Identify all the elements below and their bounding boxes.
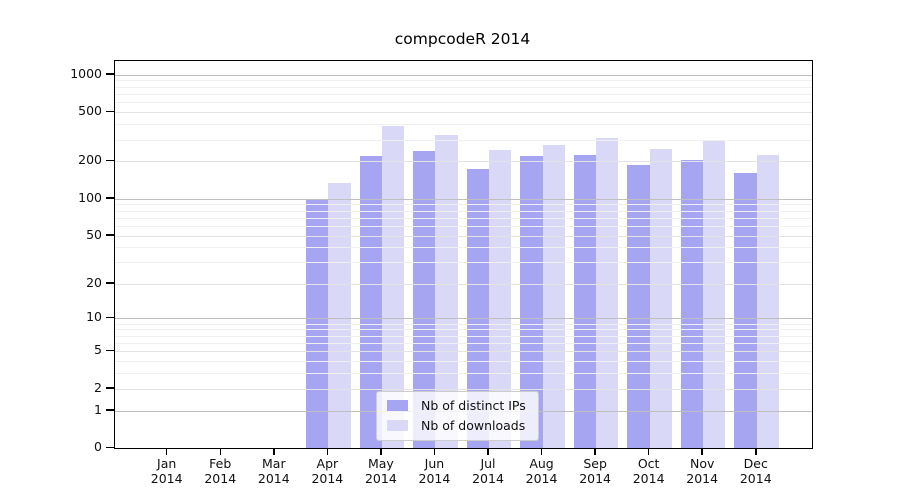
bar-may-distinct-ips [359, 156, 382, 448]
bar-sep-distinct-ips [573, 155, 597, 448]
legend-swatch-downloads [387, 420, 408, 431]
y-tick-0 [106, 446, 114, 448]
bar-dec-downloads [756, 155, 780, 448]
bar-may-downloads [381, 125, 405, 448]
x-tick-jul [487, 448, 489, 455]
gridline-300 [115, 139, 812, 141]
bar-sep-downloads [596, 137, 619, 448]
y-tick-2 [106, 387, 114, 389]
legend-item-distinct-ips: Nb of distinct IPs [387, 398, 526, 413]
x-tick-label-nov: Nov 2014 [686, 456, 719, 486]
y-tick-label-5: 5 [94, 342, 102, 358]
y-tick-200 [106, 159, 114, 162]
gridline-70 [115, 217, 812, 219]
x-tick-label-feb: Feb 2014 [204, 456, 237, 486]
bar-oct-downloads [649, 149, 672, 448]
gridline-700 [115, 93, 812, 95]
legend-label-distinct-ips: Nb of distinct IPs [421, 398, 526, 413]
x-tick-label-dec: Dec 2014 [739, 456, 772, 486]
x-tick-jun [433, 448, 436, 455]
x-tick-nov [701, 448, 703, 455]
bar-aug-distinct-ips [520, 156, 543, 448]
y-tick-label-10: 10 [86, 309, 102, 325]
x-tick-oct [647, 448, 650, 455]
gridline-50 [115, 235, 812, 237]
x-tick-label-jun: Jun 2014 [418, 456, 451, 486]
x-tick-may [380, 448, 382, 455]
bar-apr-downloads [328, 182, 351, 448]
gridline-10 [115, 318, 812, 320]
x-tick-label-mar: Mar 2014 [257, 456, 290, 486]
x-tick-label-jan: Jan 2014 [150, 456, 183, 486]
y-tick-label-500: 500 [78, 103, 102, 119]
x-tick-label-apr: Apr 2014 [311, 456, 344, 486]
x-tick-label-may: May 2014 [364, 456, 397, 486]
gridline-100 [115, 198, 812, 200]
y-tick-label-2: 2 [94, 379, 102, 395]
gridline-90 [115, 204, 812, 206]
y-tick-100 [106, 197, 114, 199]
gridline-500 [115, 112, 812, 114]
gridline-5 [115, 351, 812, 353]
y-tick-label-100: 100 [78, 189, 102, 205]
y-tick-20 [106, 282, 114, 284]
y-tick-10 [106, 316, 114, 319]
chart-title: compcodeR 2014 [394, 30, 531, 48]
y-tick-label-50: 50 [86, 226, 102, 242]
gridline-200 [115, 161, 812, 163]
y-tick-1 [106, 409, 114, 411]
bar-dec-distinct-ips [734, 173, 757, 448]
gridline-20 [115, 283, 812, 285]
gridline-30 [115, 262, 812, 264]
bar-oct-distinct-ips [627, 164, 650, 448]
gridline-60 [115, 225, 812, 227]
y-tick-label-0: 0 [94, 439, 102, 454]
x-tick-sep [594, 448, 596, 455]
y-tick-label-1000: 1000 [70, 65, 102, 81]
x-tick-mar [273, 448, 275, 455]
x-tick-label-oct: Oct 2014 [632, 456, 665, 486]
legend-item-downloads: Nb of downloads [387, 418, 526, 433]
gridline-2 [115, 388, 812, 390]
x-tick-jan [165, 448, 168, 455]
x-tick-label-jul: Jul 2014 [472, 456, 504, 486]
gridline-8 [115, 329, 812, 331]
bar-jun-downloads [435, 134, 458, 448]
x-tick-dec [755, 448, 757, 455]
y-tick-1000 [106, 73, 114, 75]
gridline-600 [115, 102, 812, 104]
gridline-7 [115, 335, 812, 337]
x-tick-feb [219, 448, 221, 455]
y-tick-label-200: 200 [78, 152, 102, 168]
gridline-800 [115, 86, 812, 88]
x-tick-aug [540, 448, 543, 455]
bar-nov-downloads [703, 140, 726, 448]
y-tick-label-20: 20 [86, 274, 102, 290]
legend: Nb of distinct IPs Nb of downloads [376, 391, 539, 441]
gridline-3 [115, 373, 812, 375]
gridline-6 [115, 342, 812, 344]
gridline-4 [115, 361, 812, 363]
gridline-40 [115, 247, 812, 249]
bar-nov-distinct-ips [680, 160, 704, 448]
bar-jul-distinct-ips [466, 168, 489, 448]
bar-aug-downloads [542, 145, 565, 448]
gridline-1000 [115, 74, 812, 76]
y-tick-label-1: 1 [94, 401, 102, 417]
y-tick-500 [106, 110, 114, 113]
legend-swatch-distinct-ips [387, 400, 408, 411]
x-tick-label-sep: Sep 2014 [579, 456, 611, 486]
gridline-900 [115, 80, 812, 82]
x-tick-label-aug: Aug 2014 [525, 456, 558, 486]
plot-area [114, 60, 813, 449]
gridline-9 [115, 323, 812, 325]
y-tick-50 [106, 234, 114, 236]
y-tick-5 [106, 349, 114, 352]
gridline-80 [115, 210, 812, 212]
gridline-400 [115, 124, 812, 126]
x-tick-apr [326, 448, 329, 455]
legend-label-downloads: Nb of downloads [421, 418, 526, 433]
